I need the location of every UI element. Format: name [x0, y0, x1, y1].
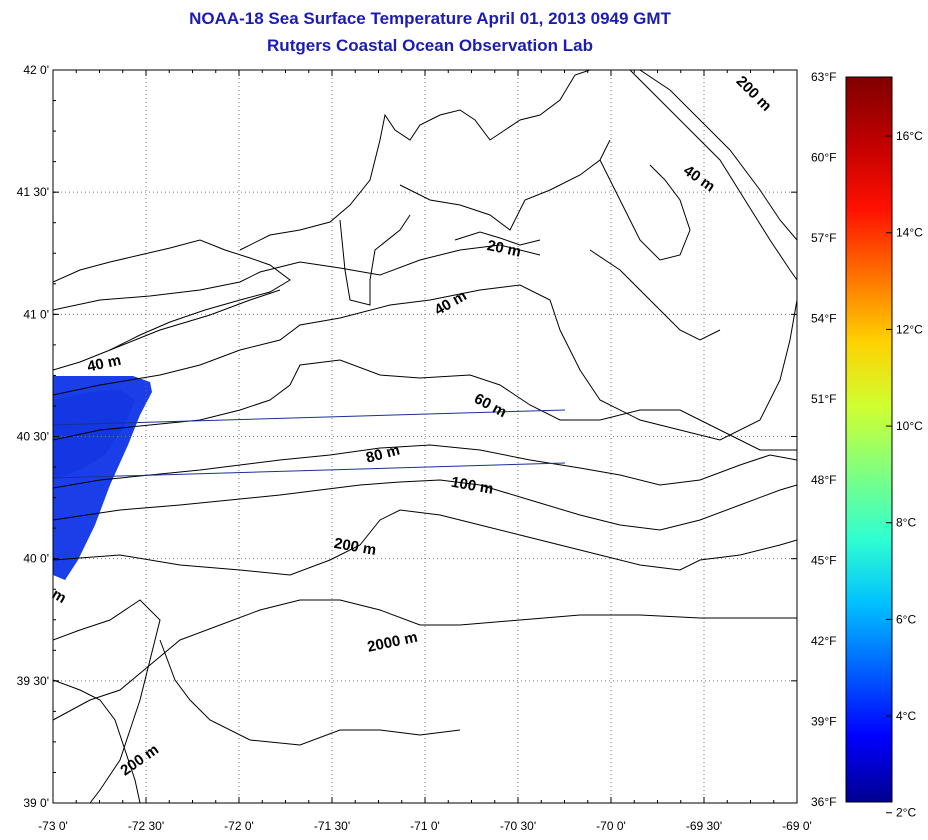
map-subtitle: Rutgers Coastal Ocean Observation Lab	[267, 36, 593, 55]
fahrenheit-label: 51°F	[811, 392, 836, 406]
y-tick-label: 39 0'	[23, 796, 49, 810]
contour-label: 20 m	[486, 237, 523, 261]
x-tick-label: -70 0'	[596, 819, 626, 833]
contour-100m	[53, 479, 797, 531]
contour-200m-ne	[639, 70, 797, 241]
fahrenheit-label: 39°F	[811, 714, 836, 728]
coastline-and-contours	[53, 70, 797, 803]
fahrenheit-label: 54°F	[811, 312, 836, 326]
y-tick-label: 41 0'	[23, 307, 49, 321]
long-island-coast	[53, 239, 291, 371]
fahrenheit-label: 36°F	[811, 795, 836, 809]
axes: -73 0' -72 30' -72 0' -71 30' -71 0' -70 30' -…	[17, 63, 837, 833]
swath-edge-south	[53, 462, 566, 479]
fahrenheit-label: 48°F	[811, 473, 836, 487]
contour-label: 40 m	[86, 352, 123, 376]
contour-200m	[53, 509, 797, 576]
graticule	[52, 69, 798, 804]
cape-cod	[599, 159, 691, 261]
celsius-label: 16°C	[896, 129, 923, 143]
fahrenheit-label: 57°F	[811, 231, 836, 245]
contour-label: m	[49, 586, 69, 607]
y-tick-label: 40 0'	[23, 552, 49, 566]
x-tick-label: -73 0'	[38, 819, 68, 833]
islands	[454, 231, 721, 341]
x-tick-label: -72 0'	[224, 819, 254, 833]
celsius-label: 4°C	[896, 709, 916, 723]
contour-40m	[53, 284, 797, 441]
contour-label: 100 m	[450, 474, 495, 498]
x-tick-label: -71 30'	[314, 819, 350, 833]
map-title: NOAA-18 Sea Surface Temperature April 01…	[189, 9, 671, 28]
contour-label: 40 m	[432, 287, 470, 319]
buzzards-bay	[399, 139, 611, 231]
contour-label: 2000 m	[366, 629, 419, 656]
fahrenheit-label: 42°F	[811, 634, 836, 648]
contour-2000m	[53, 599, 797, 721]
y-tick-label: 40 30'	[17, 430, 49, 444]
contour-200m-sw	[53, 599, 161, 803]
contour-label: 40 m	[680, 162, 718, 196]
celsius-label: 8°C	[896, 516, 916, 530]
colorbar-scale	[845, 76, 893, 803]
fahrenheit-label: 45°F	[811, 553, 836, 567]
colorbar: 2°C 4°C 6°C 8°C 10°C 12°C 14°C 16°C	[845, 76, 923, 820]
x-tick-label: -69 30'	[686, 819, 722, 833]
contour-60m	[53, 359, 797, 451]
x-tick-label: -70 30'	[500, 819, 536, 833]
celsius-label: 2°C	[896, 806, 916, 820]
x-tick-label: -71 0'	[410, 819, 440, 833]
contour-shelf-sw	[53, 679, 141, 803]
x-tick-label: -69 0'	[782, 819, 812, 833]
contour-40m-east	[629, 70, 797, 281]
celsius-label: 12°C	[896, 322, 923, 336]
celsius-label: 10°C	[896, 419, 923, 433]
fahrenheit-label: 60°F	[811, 151, 836, 165]
contour-label: 80 m	[364, 442, 401, 467]
swath-edge-north	[53, 409, 566, 426]
block-island	[339, 214, 411, 306]
celsius-label: 6°C	[896, 612, 916, 626]
y-tick-label: 42 0'	[23, 63, 49, 77]
contour-label: 200 m	[733, 73, 775, 115]
contour-label: 60 m	[471, 390, 509, 421]
fahrenheit-label: 63°F	[811, 70, 836, 84]
contour-80m	[53, 444, 797, 489]
x-tick-label: -72 30'	[128, 819, 164, 833]
y-tick-label: 39 30'	[17, 674, 49, 688]
contour-canyon	[159, 639, 461, 746]
celsius-label: 14°C	[896, 226, 923, 240]
contour-20m	[53, 244, 541, 311]
new-england-coast	[239, 70, 591, 251]
y-tick-label: 41 30'	[17, 185, 49, 199]
barrier-island	[109, 289, 281, 351]
